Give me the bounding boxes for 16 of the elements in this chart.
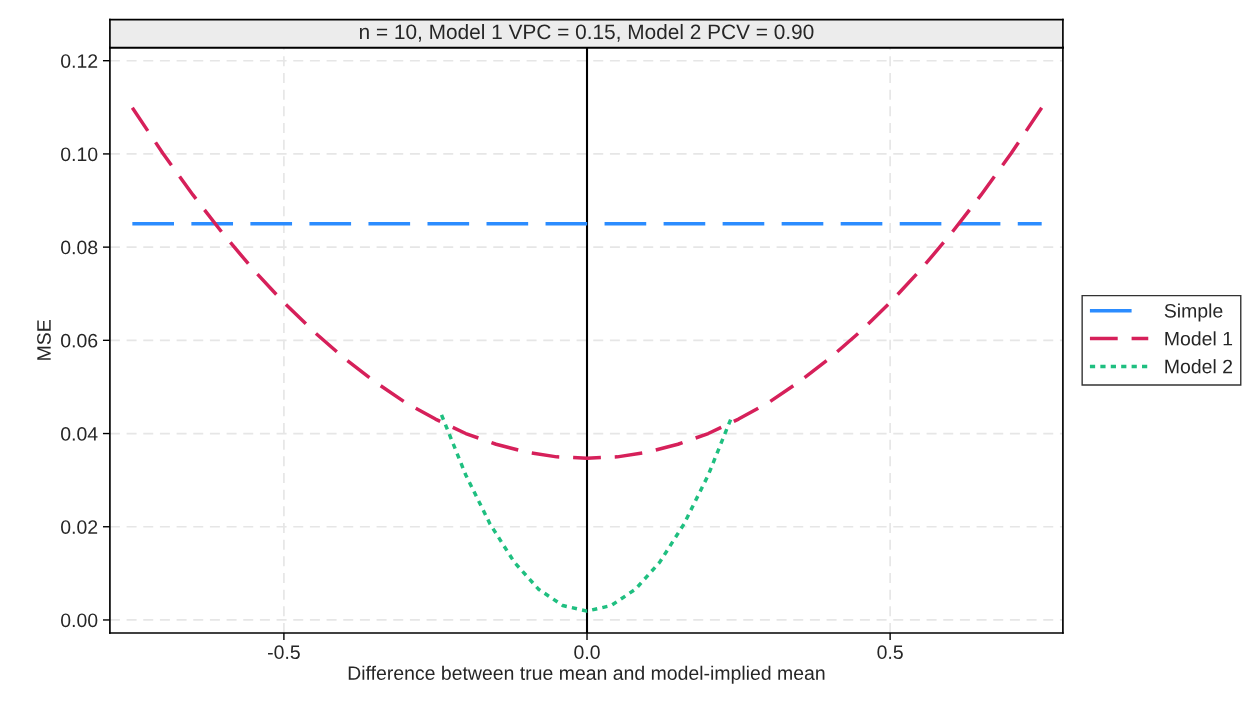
y-axis-title: MSE	[37, 320, 51, 360]
legend-label: Simple	[1164, 303, 1223, 322]
legend-label: Model 2	[1165, 359, 1233, 374]
y-tick-label: 0.08	[61, 240, 98, 255]
y-tick-label: 0.00	[61, 613, 98, 628]
chart-title: n = 10, Model 1 VPC = 0.15, Model 2 PCV = 0.90	[359, 23, 814, 42]
legend-label: Model 1	[1165, 331, 1233, 346]
x-tick-label: -0.5	[268, 645, 300, 660]
x-tick-label: 0.0	[574, 645, 600, 660]
x-axis-title: Difference between true mean and model-implied mean	[348, 665, 825, 684]
y-tick-label: 0.04	[61, 427, 98, 441]
y-tick-label: 0.10	[61, 147, 98, 162]
y-tick-label: 0.06	[61, 333, 98, 348]
x-tick-label: 0.5	[877, 645, 903, 660]
y-tick-label: 0.12	[61, 54, 98, 68]
y-tick-label: 0.02	[61, 520, 98, 534]
